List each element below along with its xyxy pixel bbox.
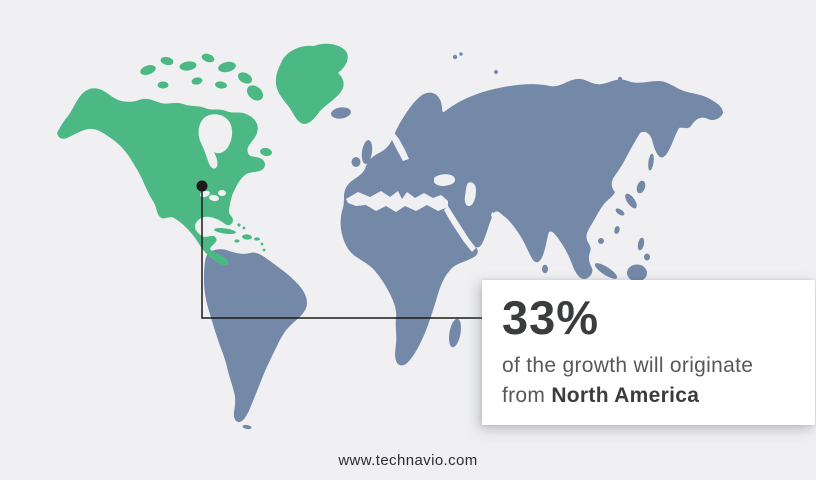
callout-card: 33% of the growth will originate from No… <box>482 280 815 425</box>
persian-gulf <box>491 212 504 221</box>
tierra-del-fuego-island <box>242 424 252 430</box>
philippines-island <box>637 237 645 251</box>
svalbard-island <box>452 54 458 60</box>
japan-honshu <box>625 193 637 209</box>
arctic-island <box>237 72 253 84</box>
callout-line2-prefix: from <box>502 384 552 408</box>
arctic-island <box>218 61 236 73</box>
arctic-island <box>160 56 174 66</box>
baltic-sea <box>392 130 409 161</box>
newfoundland-island <box>260 147 272 157</box>
bahamas-island <box>237 223 241 227</box>
cuba-island <box>214 228 236 234</box>
connector-line <box>201 186 482 319</box>
hainan-island <box>598 238 604 244</box>
footer-url: www.technavio.com <box>338 452 478 469</box>
sea-overlays <box>198 114 504 252</box>
japan-kyushu <box>615 208 625 216</box>
arctic-island <box>191 77 203 85</box>
arctic-island <box>201 53 215 63</box>
hudson-bay <box>198 114 233 169</box>
greenland-region <box>275 43 348 124</box>
arctic-island <box>215 81 227 89</box>
arctic-island <box>157 81 169 89</box>
arctic-island-dot <box>494 70 498 74</box>
madagascar-island <box>449 318 461 348</box>
hispaniola-island <box>242 234 252 240</box>
caspian-sea <box>464 182 476 207</box>
africa-eurasia-region <box>340 78 723 366</box>
great-lake-3 <box>218 190 226 196</box>
north-america-mainland <box>57 88 265 266</box>
antilles-island <box>260 242 264 246</box>
great-lake-2 <box>209 194 219 202</box>
jamaica-island <box>234 239 240 243</box>
philippines-island-2 <box>644 253 650 261</box>
borneo-island <box>627 264 647 282</box>
marker-dot <box>196 180 208 192</box>
callout-value: 33% <box>502 291 600 344</box>
black-sea <box>434 174 456 186</box>
sakhalin-island <box>648 153 654 171</box>
svalbard-island-2 <box>459 52 463 56</box>
mediterranean-sea <box>346 191 448 212</box>
japan-hokkaido <box>636 180 646 194</box>
iceland-island <box>331 107 351 119</box>
callout-description: of the growth will originate from North … <box>502 351 805 411</box>
callout-region: North America <box>551 384 700 408</box>
south-america-region <box>204 249 307 423</box>
bahamas-island-2 <box>242 226 246 230</box>
great-britain-island <box>361 140 373 164</box>
arctic-island <box>140 65 156 75</box>
callout-line1: of the growth will originate <box>502 354 754 378</box>
antilles-island-2 <box>262 248 266 252</box>
taiwan-island <box>614 226 620 234</box>
puerto-rico-island <box>254 237 260 241</box>
sumatra-island <box>594 263 618 279</box>
arctic-island <box>179 61 197 71</box>
other-regions <box>204 52 723 430</box>
arctic-island-dot-3 <box>645 83 649 87</box>
arctic-island-dot-2 <box>617 76 623 82</box>
sri-lanka-island <box>542 264 548 274</box>
red-sea <box>444 206 476 252</box>
baffin-island <box>246 85 264 101</box>
ireland-island <box>351 157 361 167</box>
